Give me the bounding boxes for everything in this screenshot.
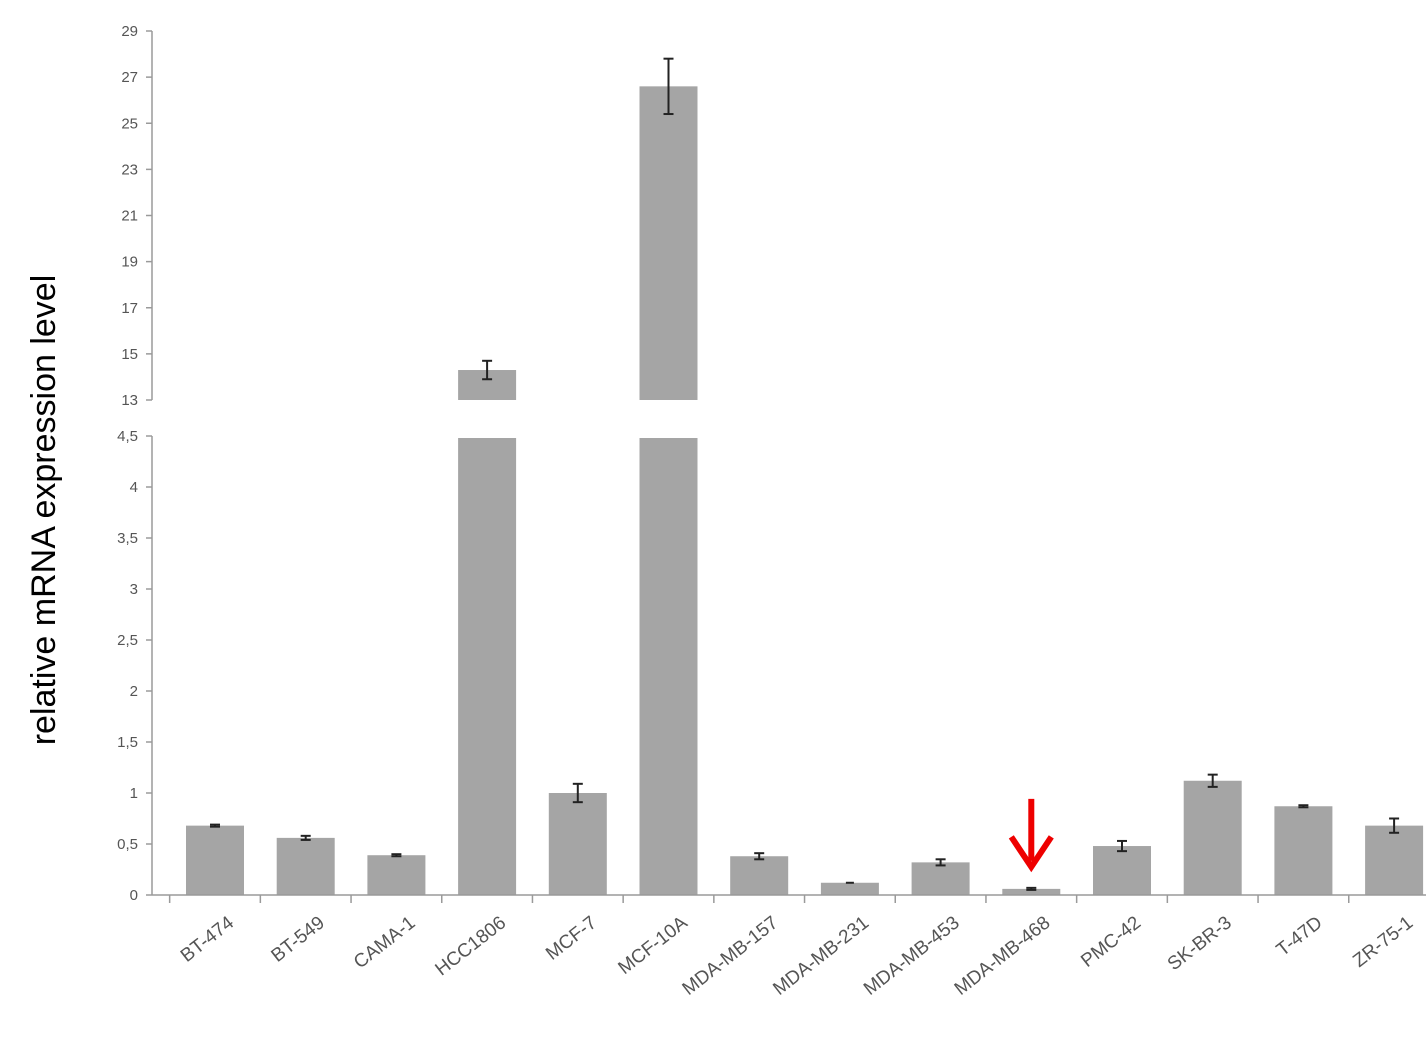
y-tick-label: 4,5 xyxy=(117,428,138,445)
bar-upper-segment xyxy=(639,86,698,400)
y-tick-label: 2,5 xyxy=(117,632,138,649)
y-tick-label: 0,5 xyxy=(117,836,138,853)
x-tick-label: T-47D xyxy=(1273,912,1327,960)
bar-lower-segment xyxy=(458,438,517,895)
x-tick-label: MCF-7 xyxy=(542,912,601,964)
lower-y-axis: 0 0,5 1 1,5 2 2,5 3 3,5 4 4,5 xyxy=(117,428,153,904)
bar xyxy=(1002,888,1061,895)
y-tick-label: 21 xyxy=(121,208,138,225)
x-tick-label: SK-BR-3 xyxy=(1164,912,1236,975)
y-tick-label: 0 xyxy=(130,887,138,904)
bar xyxy=(911,862,970,895)
highlight-arrow-head xyxy=(1008,835,1054,873)
y-axis-label: relative mRNA expression level xyxy=(25,275,63,746)
x-tick-label: CAMA-1 xyxy=(350,912,420,973)
x-tick-label: MDA-MB-231 xyxy=(769,912,873,999)
y-tick-label: 29 xyxy=(121,23,138,40)
x-tick-label: HCC1806 xyxy=(431,912,510,980)
bar xyxy=(820,882,879,895)
bar xyxy=(1365,825,1424,895)
bar xyxy=(367,855,426,895)
bar xyxy=(1093,846,1151,895)
y-tick-label: 13 xyxy=(121,392,138,409)
bars xyxy=(186,57,1424,895)
x-tick-label: PMC-42 xyxy=(1077,912,1145,971)
x-tick-label: MDA-MB-468 xyxy=(951,912,1055,999)
x-tick-label: MDA-MB-157 xyxy=(679,912,783,999)
y-tick-label: 25 xyxy=(121,115,138,132)
x-tick-label: MDA-MB-453 xyxy=(860,912,964,999)
y-tick-label: 19 xyxy=(121,254,138,271)
annotations xyxy=(1008,798,1054,873)
bar xyxy=(1183,780,1242,895)
bar xyxy=(730,856,789,895)
x-tick-label: BT-474 xyxy=(177,912,239,967)
y-tick-label: 3 xyxy=(130,581,138,598)
x-tick-label: BT-549 xyxy=(268,912,329,966)
upper-y-axis: 13 15 17 19 21 23 25 27 29 xyxy=(121,23,153,409)
y-tick-label: 1,5 xyxy=(117,734,138,751)
bar xyxy=(276,837,335,895)
bar xyxy=(548,793,607,895)
y-tick-label: 23 xyxy=(121,161,138,178)
y-tick-label: 27 xyxy=(121,69,138,86)
y-tick-label: 15 xyxy=(121,346,138,363)
y-tick-label: 4 xyxy=(130,479,138,496)
bar xyxy=(186,825,244,895)
y-tick-label: 2 xyxy=(130,683,138,700)
x-tick-label: ZR-75-1 xyxy=(1349,912,1417,971)
bar-lower-segment xyxy=(639,438,698,895)
y-tick-label: 17 xyxy=(121,300,138,317)
bar xyxy=(1274,806,1333,895)
x-tick-label: MCF-10A xyxy=(615,912,692,979)
y-tick-label: 3,5 xyxy=(117,530,138,547)
y-tick-label: 1 xyxy=(130,785,138,802)
x-axis: BT-474 BT-549 CAMA-1 HCC1806 MCF-7 MCF-10AMDA… xyxy=(152,894,1426,1000)
